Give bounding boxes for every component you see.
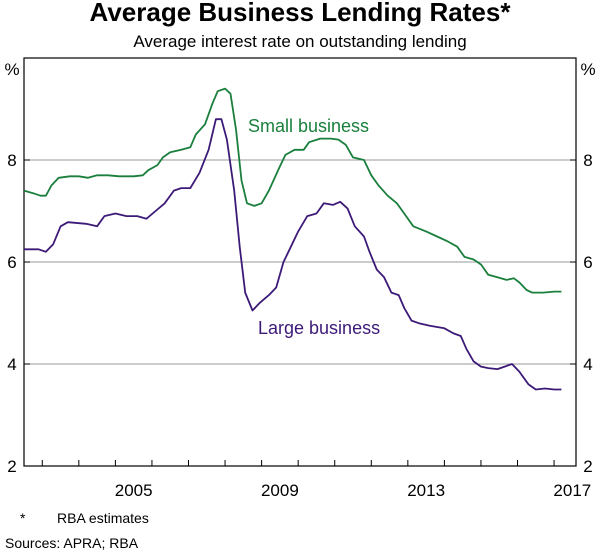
y-unit-right: % xyxy=(580,60,595,79)
source-note: Sources: APRA; RBA xyxy=(5,535,139,551)
y-tick-label-left: 8 xyxy=(7,151,16,170)
x-tick-label-2005: 2005 xyxy=(115,481,153,500)
y-tick-label-left: 4 xyxy=(7,355,16,374)
y-tick-label-right: 2 xyxy=(583,457,592,476)
series-lines xyxy=(23,87,562,391)
series-label-small-business: Small business xyxy=(248,116,369,136)
chart-subtitle: Average interest rate on outstanding len… xyxy=(133,32,466,51)
series-line-large-business xyxy=(24,118,562,391)
y-tick-label-right: 6 xyxy=(583,253,592,272)
x-tick-label-2017: 2017 xyxy=(553,481,591,500)
y-tick-label-left: 6 xyxy=(7,253,16,272)
x-tick-label-2009: 2009 xyxy=(261,481,299,500)
axes: 2 2 4 4 6 6 8 8 2005 2009 2013 2017 xyxy=(7,151,592,500)
y-tick-label-right: 4 xyxy=(583,355,592,374)
footnote-text: RBA estimates xyxy=(57,510,149,526)
y-tick-label-right: 8 xyxy=(583,151,592,170)
series-label-large-business: Large business xyxy=(258,318,380,338)
chart-title: Average Business Lending Rates* xyxy=(90,0,512,27)
series-line-small-business xyxy=(23,87,562,294)
gridlines xyxy=(24,159,576,365)
y-tick-label-left: 2 xyxy=(7,457,16,476)
x-tick-label-2013: 2013 xyxy=(407,481,445,500)
y-unit-left: % xyxy=(4,60,19,79)
footnote-marker: * xyxy=(20,510,26,526)
